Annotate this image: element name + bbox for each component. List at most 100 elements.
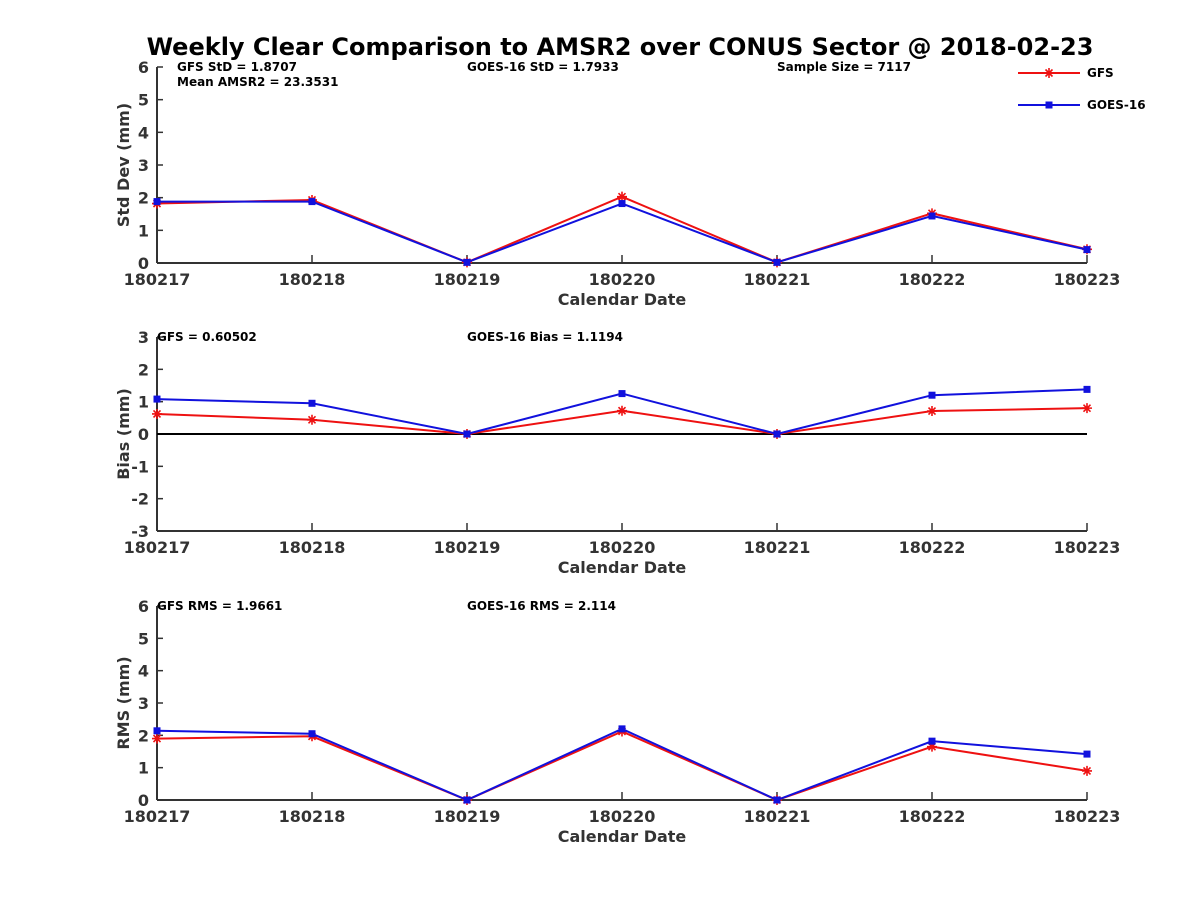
data-point bbox=[152, 733, 162, 744]
y-tick-label: -2 bbox=[131, 490, 149, 509]
series-goes-16 bbox=[153, 385, 1091, 438]
data-point bbox=[153, 395, 161, 403]
y-tick-label: 2 bbox=[138, 189, 149, 208]
stat-annotation: Mean AMSR2 = 23.3531 bbox=[177, 75, 338, 89]
y-tick-label: 1 bbox=[138, 221, 149, 240]
legend-label: GOES-16 bbox=[1087, 98, 1146, 112]
legend-label: GFS bbox=[1087, 66, 1114, 80]
x-tick-label: 180217 bbox=[124, 807, 191, 826]
stat-annotation: Sample Size = 7117 bbox=[777, 60, 911, 74]
data-point bbox=[617, 191, 627, 202]
legend: GFS GOES-16 bbox=[1018, 66, 1146, 112]
x-tick-label: 180219 bbox=[434, 270, 501, 289]
data-point bbox=[928, 391, 936, 399]
x-tick-label: 180222 bbox=[899, 270, 966, 289]
x-axis-label: Calendar Date bbox=[558, 827, 687, 846]
data-point bbox=[153, 198, 161, 206]
y-tick-label: 0 bbox=[138, 791, 149, 810]
x-tick-label: 180217 bbox=[124, 538, 191, 557]
legend-entry-goes-16: GOES-16 bbox=[1018, 98, 1146, 112]
y-axis-label: RMS (mm) bbox=[114, 656, 133, 749]
series-goes-16 bbox=[153, 725, 1091, 804]
x-tick-label: 180219 bbox=[434, 538, 501, 557]
y-tick-label: 6 bbox=[138, 58, 149, 77]
data-point bbox=[1082, 403, 1092, 414]
series-line bbox=[156, 727, 1088, 802]
y-tick-label: 0 bbox=[138, 425, 149, 444]
x-tick-label: 180221 bbox=[744, 807, 811, 826]
data-point bbox=[152, 408, 162, 419]
data-point bbox=[1082, 765, 1092, 776]
data-point bbox=[773, 258, 781, 266]
data-point bbox=[153, 727, 161, 735]
y-tick-label: 4 bbox=[138, 662, 149, 681]
stat-annotation: GOES-16 Bias = 1.1194 bbox=[467, 330, 623, 344]
x-tick-label: 180220 bbox=[589, 807, 656, 826]
data-point bbox=[927, 406, 937, 417]
x-tick-label: 180223 bbox=[1054, 807, 1121, 826]
panels: 0 1 2 3 4 5 6 180217 180218 180219 180220 180221 180… bbox=[114, 58, 1120, 846]
data-point bbox=[463, 258, 471, 266]
stat-annotation: GOES-16 RMS = 2.114 bbox=[467, 599, 616, 613]
y-tick-label: 4 bbox=[138, 123, 149, 142]
x-tick-label: 180220 bbox=[589, 538, 656, 557]
x-tick-label: 180223 bbox=[1054, 538, 1121, 557]
y-tick-label: 1 bbox=[138, 393, 149, 412]
data-point bbox=[308, 399, 316, 407]
x-tick-label: 180219 bbox=[434, 807, 501, 826]
chart-panel-3: 0 1 2 3 4 5 6 180217 180218 180219 180220 180221 180… bbox=[114, 597, 1120, 846]
data-point bbox=[927, 741, 937, 752]
x-tick-label: 180220 bbox=[589, 270, 656, 289]
y-tick-label: 0 bbox=[138, 254, 149, 273]
y-tick-label: -1 bbox=[131, 457, 149, 476]
x-tick-label: 180222 bbox=[899, 807, 966, 826]
x-tick-label: 180217 bbox=[124, 270, 191, 289]
stat-annotation: GOES-16 StD = 1.7933 bbox=[467, 60, 619, 74]
x-axis-label: Calendar Date bbox=[558, 558, 687, 577]
y-tick-label: 5 bbox=[138, 629, 149, 648]
y-tick-label: 6 bbox=[138, 597, 149, 616]
chart-title: Weekly Clear Comparison to AMSR2 over CO… bbox=[147, 33, 1094, 61]
data-point bbox=[773, 430, 781, 438]
x-tick-label: 180218 bbox=[279, 538, 346, 557]
data-point bbox=[617, 405, 627, 416]
x-axis-label: Calendar Date bbox=[558, 290, 687, 309]
y-tick-label: -3 bbox=[131, 522, 149, 541]
chart-panel-2: -3 -2 -1 0 1 2 3 180217 180218 180219 180220 180221… bbox=[114, 328, 1120, 577]
data-point bbox=[1083, 750, 1091, 758]
data-point bbox=[618, 390, 626, 398]
x-tick-label: 180223 bbox=[1054, 270, 1121, 289]
data-point bbox=[618, 200, 626, 208]
data-point bbox=[308, 730, 316, 738]
y-tick-label: 3 bbox=[138, 156, 149, 175]
data-point bbox=[463, 796, 471, 804]
data-point bbox=[308, 198, 316, 206]
series-goes-16 bbox=[153, 198, 1091, 266]
data-point bbox=[1083, 385, 1091, 393]
y-tick-label: 5 bbox=[138, 91, 149, 110]
data-point bbox=[618, 725, 626, 733]
data-point bbox=[928, 737, 936, 745]
legend-marker bbox=[1045, 101, 1053, 109]
stat-annotation: GFS RMS = 1.9661 bbox=[157, 599, 282, 613]
stat-annotation: GFS StD = 1.8707 bbox=[177, 60, 297, 74]
data-point bbox=[928, 212, 936, 220]
x-tick-label: 180221 bbox=[744, 270, 811, 289]
x-tick-label: 180218 bbox=[279, 807, 346, 826]
data-point bbox=[1083, 246, 1091, 254]
data-point bbox=[307, 414, 317, 425]
legend-marker bbox=[1044, 68, 1054, 78]
y-axis-label: Bias (mm) bbox=[114, 388, 133, 480]
chart-panel-1: 0 1 2 3 4 5 6 180217 180218 180219 180220 180221 180… bbox=[114, 58, 1120, 309]
x-tick-label: 180218 bbox=[279, 270, 346, 289]
series-line bbox=[157, 200, 1088, 264]
y-tick-label: 3 bbox=[138, 328, 149, 347]
x-tick-label: 180222 bbox=[899, 538, 966, 557]
legend-entry-gfs: GFS bbox=[1018, 66, 1114, 80]
y-tick-label: 2 bbox=[138, 360, 149, 379]
y-tick-label: 2 bbox=[138, 726, 149, 745]
x-tick-label: 180221 bbox=[744, 538, 811, 557]
data-point bbox=[773, 796, 781, 804]
y-axis-label: Std Dev (mm) bbox=[114, 103, 133, 227]
